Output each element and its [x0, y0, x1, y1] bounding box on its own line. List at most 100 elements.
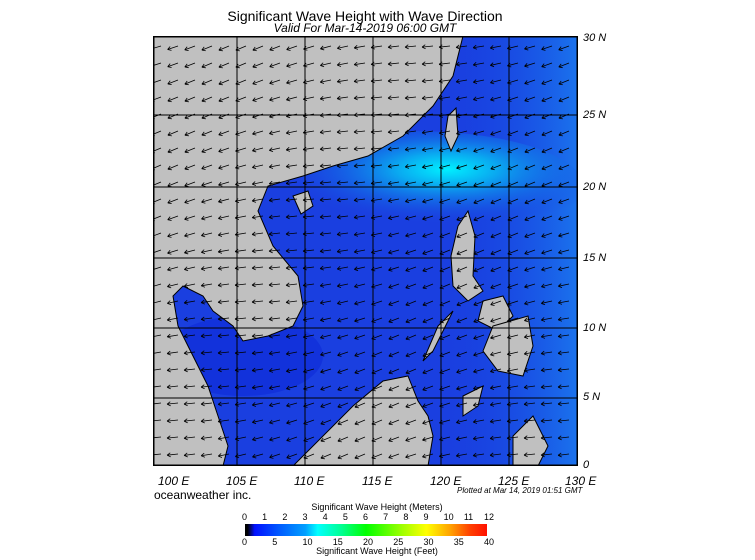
direction-arrow [234, 333, 247, 339]
direction-arrow [285, 147, 298, 152]
direction-arrow [422, 402, 434, 408]
direction-arrow [354, 402, 366, 409]
direction-arrow [473, 181, 485, 188]
direction-arrow [268, 282, 281, 288]
direction-arrow [422, 368, 434, 375]
direction-arrow [319, 265, 332, 271]
legend-tick: 8 [403, 512, 409, 522]
legend-tick: 4 [322, 512, 328, 522]
direction-arrow [557, 418, 570, 424]
direction-arrow [439, 232, 451, 239]
direction-arrow [388, 283, 400, 289]
direction-arrow [167, 79, 179, 86]
direction-arrow [153, 367, 162, 373]
direction-arrow [251, 231, 264, 237]
direction-arrow [524, 45, 536, 51]
legend-tick: 0 [242, 512, 248, 522]
direction-arrow [472, 79, 485, 84]
direction-arrow [540, 384, 553, 390]
direction-arrow [388, 249, 400, 255]
direction-arrow [251, 419, 264, 425]
direction-arrow [354, 300, 366, 306]
direction-arrow [506, 351, 519, 357]
direction-arrow [303, 45, 315, 51]
direction-arrow [558, 62, 570, 69]
direction-arrow [269, 96, 281, 102]
direction-arrow [557, 300, 570, 305]
direction-arrow [455, 78, 468, 84]
direction-arrow [234, 419, 247, 424]
direction-arrow [422, 249, 434, 255]
direction-arrow [184, 198, 196, 204]
direction-arrow [455, 96, 468, 101]
direction-arrow [319, 248, 332, 254]
direction-arrow [422, 317, 434, 324]
direction-arrow [302, 299, 315, 305]
direction-arrow [167, 283, 179, 289]
direction-arrow [337, 351, 349, 357]
direction-arrow [183, 418, 196, 424]
direction-arrow [541, 164, 553, 171]
direction-arrow [201, 130, 213, 137]
direction-arrow [167, 249, 179, 255]
direction-arrow [557, 350, 570, 356]
direction-arrow [200, 316, 213, 322]
direction-arrow [490, 266, 502, 273]
direction-arrow [353, 249, 366, 254]
direction-arrow [507, 79, 519, 85]
direction-arrow [184, 215, 196, 221]
direction-arrow [166, 333, 179, 339]
direction-arrow [557, 367, 570, 373]
direction-arrow [557, 316, 570, 322]
direction-arrow [439, 215, 451, 221]
direction-arrow [489, 402, 502, 407]
direction-arrow [558, 45, 570, 51]
direction-arrow [167, 96, 179, 103]
direction-arrow [557, 384, 570, 390]
direction-arrow [371, 351, 383, 358]
direction-arrow [421, 147, 434, 152]
direction-arrow [269, 62, 281, 68]
direction-arrow [319, 163, 332, 169]
direction-arrow [541, 62, 553, 68]
lon-label: 100 E [158, 474, 190, 488]
direction-arrow [337, 300, 349, 306]
direction-arrow [405, 300, 417, 307]
direction-arrow [200, 452, 213, 458]
direction-arrow [167, 130, 179, 137]
direction-arrow [490, 249, 502, 256]
direction-arrow [371, 300, 383, 306]
lon-label: 120 E [430, 474, 462, 488]
lat-label: 0 [583, 459, 590, 471]
color-scale-bar [245, 524, 487, 536]
direction-arrow [422, 232, 434, 238]
direction-arrow [302, 129, 315, 135]
direction-arrow [319, 197, 332, 203]
direction-arrow [439, 317, 451, 324]
direction-arrow [166, 384, 179, 390]
direction-arrow [421, 44, 434, 50]
direction-arrow [337, 419, 349, 426]
direction-arrow [184, 147, 196, 154]
direction-arrow [354, 453, 366, 460]
direction-arrow [387, 129, 400, 135]
direction-arrow [153, 147, 162, 154]
direction-arrow [252, 147, 264, 153]
direction-arrow [541, 215, 553, 221]
direction-arrow [490, 283, 502, 290]
direction-arrow [507, 317, 519, 323]
direction-arrow [507, 283, 519, 289]
credit-text: oceanweather inc. [154, 488, 252, 502]
lat-label: 30 N [583, 32, 607, 44]
direction-arrow [286, 385, 298, 391]
direction-arrow [387, 61, 400, 67]
direction-arrow [404, 61, 417, 67]
direction-arrow [540, 452, 553, 458]
legend-meters-label: Significant Wave Height (Meters) [311, 502, 443, 512]
direction-arrow [200, 333, 213, 339]
direction-arrow [438, 113, 451, 118]
direction-arrow [201, 181, 213, 187]
direction-arrow [507, 232, 519, 239]
direction-arrow [489, 435, 502, 441]
direction-arrow [337, 402, 349, 409]
